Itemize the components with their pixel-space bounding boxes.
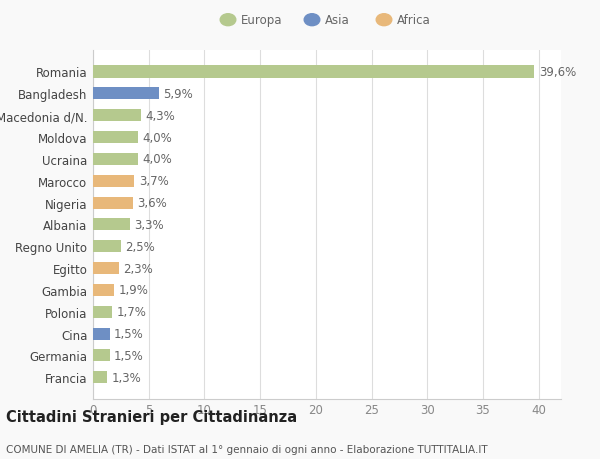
Text: 5,9%: 5,9%	[163, 88, 193, 101]
Bar	[93, 88, 159, 100]
Bar	[93, 350, 110, 362]
Text: COMUNE DI AMELIA (TR) - Dati ISTAT al 1° gennaio di ogni anno - Elaborazione TUT: COMUNE DI AMELIA (TR) - Dati ISTAT al 1°…	[6, 444, 488, 454]
Text: 3,6%: 3,6%	[137, 196, 167, 210]
Text: Asia: Asia	[325, 14, 350, 27]
Bar	[93, 284, 114, 297]
Text: 4,3%: 4,3%	[145, 109, 175, 123]
Text: 4,0%: 4,0%	[142, 131, 172, 144]
Bar	[93, 219, 130, 231]
Text: Europa: Europa	[241, 14, 283, 27]
Text: 39,6%: 39,6%	[539, 66, 576, 79]
Bar	[93, 67, 534, 78]
Bar	[93, 110, 141, 122]
Bar	[93, 132, 137, 144]
Text: 1,9%: 1,9%	[119, 284, 149, 297]
Bar	[93, 175, 134, 187]
Text: Africa: Africa	[397, 14, 431, 27]
Bar	[93, 306, 112, 318]
Text: Cittadini Stranieri per Cittadinanza: Cittadini Stranieri per Cittadinanza	[6, 409, 297, 425]
Bar	[93, 263, 119, 274]
Text: 1,3%: 1,3%	[112, 371, 142, 384]
Bar	[93, 371, 107, 383]
Bar	[93, 153, 137, 166]
Text: 1,5%: 1,5%	[114, 327, 144, 341]
Text: 2,5%: 2,5%	[125, 240, 155, 253]
Text: 1,5%: 1,5%	[114, 349, 144, 362]
Bar	[93, 241, 121, 253]
Bar	[93, 328, 110, 340]
Text: 3,3%: 3,3%	[134, 218, 164, 231]
Text: 3,7%: 3,7%	[139, 175, 169, 188]
Text: 4,0%: 4,0%	[142, 153, 172, 166]
Bar	[93, 197, 133, 209]
Text: 1,7%: 1,7%	[116, 306, 146, 319]
Text: 2,3%: 2,3%	[123, 262, 153, 275]
